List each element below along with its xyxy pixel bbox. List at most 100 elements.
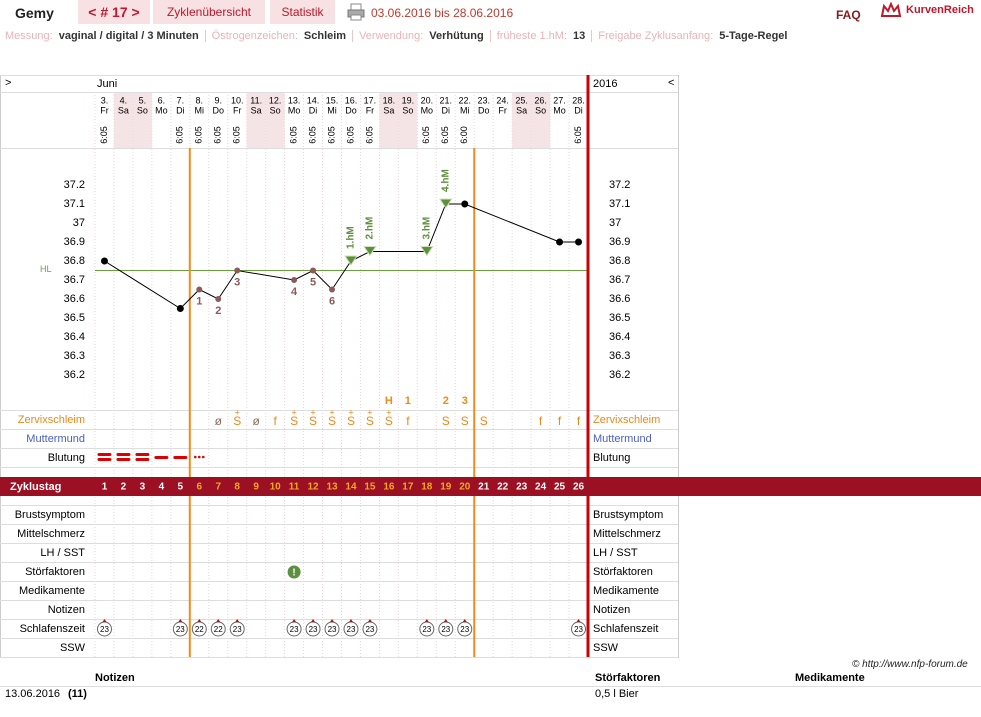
date-weekday: Fr <box>498 105 507 115</box>
date-weekday: Sa <box>118 105 129 115</box>
weekend-shade <box>512 92 532 148</box>
setting-value: vaginal / digital / 3 Minuten <box>58 30 199 42</box>
sleep-time: 23 <box>347 625 356 634</box>
sleep-time: 23 <box>365 625 374 634</box>
measure-time: 6:05 <box>307 126 317 144</box>
settings-line: Messung: vaginal / digital / 3 Minuten Öst… <box>5 30 794 42</box>
y-tick-label: 36.6 <box>64 293 85 305</box>
date-weekday: Fr <box>366 105 375 115</box>
y-tick-label: 36.5 <box>64 312 85 324</box>
peak-mark: 1 <box>405 395 411 407</box>
tab[interactable]: Zyklenübersicht <box>153 0 265 24</box>
disturbance-symbol: ! <box>292 568 295 579</box>
cycle-day: 13 <box>326 482 338 493</box>
cycle-day: 2 <box>121 482 127 493</box>
temp-point <box>176 305 184 312</box>
date-day: 8. <box>196 95 204 105</box>
mucus-symbol: S <box>328 414 336 428</box>
setting: Freigabe Zyklusanfang: 5-Tage-Regel <box>591 30 794 42</box>
low-label: 1 <box>196 295 202 307</box>
row-label: Blutung <box>593 452 630 464</box>
cycle-day: 20 <box>459 482 471 493</box>
brand[interactable]: KurvenReich <box>906 4 974 16</box>
footer-col: Störfaktoren <box>595 672 661 684</box>
cycle-day: 11 <box>289 482 300 493</box>
cycle-day: 21 <box>478 482 490 493</box>
sleep-time: 23 <box>422 625 431 634</box>
peak-mark: 2 <box>443 395 449 407</box>
cycle-day: 17 <box>402 482 414 493</box>
mucus-plus: + <box>310 407 315 417</box>
cycle-day: 25 <box>554 482 566 493</box>
setting-label: Freigabe Zyklusanfang: <box>598 30 714 42</box>
mucus-plus: + <box>348 407 353 417</box>
y-tick-label: 36.2 <box>609 369 630 381</box>
cycle-day: 12 <box>307 482 319 493</box>
nav-left[interactable]: > <box>5 77 11 89</box>
y-tick-label: 36.8 <box>609 255 630 267</box>
bleeding-mark <box>154 456 169 459</box>
date-day: 6. <box>158 95 166 105</box>
mucus-symbol: f <box>577 414 581 428</box>
cycle-day: 10 <box>270 482 282 493</box>
bleeding-mark <box>135 453 150 461</box>
row-label: SSW <box>593 642 619 654</box>
y-tick-label: 36.8 <box>64 255 85 267</box>
temp-point <box>100 257 108 265</box>
cycle-nav[interactable]: < # 17 > <box>78 0 150 24</box>
bleeding-dash <box>135 458 150 461</box>
sleep-time: 23 <box>574 625 583 634</box>
date-weekday: So <box>137 105 148 115</box>
date-weekday: Mi <box>460 105 470 115</box>
cycle-day: 1 <box>102 482 108 493</box>
hm-marker <box>344 255 358 266</box>
cycle-day: 15 <box>364 482 376 493</box>
y-tick-label: 37.1 <box>609 198 630 210</box>
y-tick-label: 37.2 <box>609 179 630 191</box>
faq-link[interactable]: FAQ <box>836 8 861 22</box>
mucus-symbol: S <box>309 414 317 428</box>
tab[interactable]: Statistik <box>270 0 335 24</box>
row-label: Mittelschmerz <box>593 528 661 540</box>
y-tick-label: 36.9 <box>64 236 85 248</box>
cycle-day: 4 <box>159 482 165 493</box>
y-tick-label: 36.9 <box>609 236 630 248</box>
y-tick-label: 36.2 <box>64 369 85 381</box>
sleep-arrow <box>424 619 429 622</box>
cycle-day: 24 <box>535 482 547 493</box>
sleep-time: 23 <box>233 625 242 634</box>
y-tick-label: 36.4 <box>64 331 85 343</box>
cycle-day: 23 <box>516 482 528 493</box>
setting: früheste 1.hM: 13 <box>489 30 592 42</box>
weekend-shade <box>246 92 266 148</box>
y-tick-label: 37.1 <box>64 198 85 210</box>
date-day: 9. <box>214 95 222 105</box>
date-weekday: Do <box>212 105 224 115</box>
cycle-day: 14 <box>345 482 357 493</box>
temp-point <box>461 200 469 208</box>
low-label: 2 <box>215 305 221 317</box>
hm-label: 4.hM <box>440 169 451 192</box>
date-weekday: Mi <box>195 105 205 115</box>
y-tick-label: 36.7 <box>64 274 85 286</box>
bleeding-mark <box>193 455 205 459</box>
mucus-plus: + <box>386 407 391 417</box>
row-label: Medikamente <box>593 585 659 597</box>
sleep-time: 22 <box>195 625 204 634</box>
date-day: 28. <box>572 95 585 105</box>
date-weekday: Di <box>574 105 583 115</box>
year: 2016 <box>593 78 617 90</box>
setting-value: Schleim <box>303 30 347 42</box>
row-label: Blutung <box>48 452 85 464</box>
user-box <box>0 0 70 26</box>
row-label: Notizen <box>48 604 85 616</box>
y-tick-label: 36.4 <box>609 331 630 343</box>
y-tick-label: 37.2 <box>64 179 85 191</box>
sleep-arrow <box>102 619 107 622</box>
y-tick-label: 37 <box>609 217 621 229</box>
print-icon[interactable] <box>347 3 365 21</box>
date-day: 25. <box>515 95 528 105</box>
temperature-line <box>104 203 579 310</box>
date-weekday: Mo <box>155 105 168 115</box>
